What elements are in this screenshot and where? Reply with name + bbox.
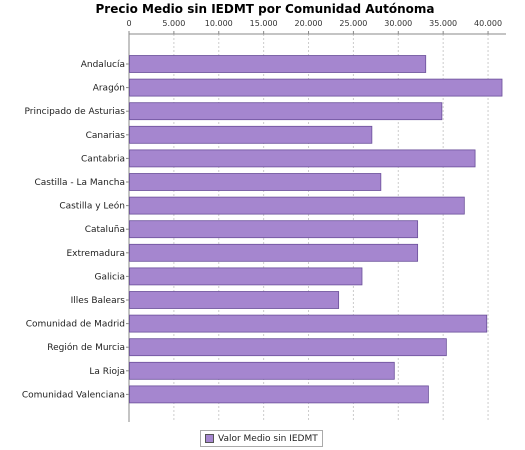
x-tick-label: 35.000 <box>429 19 457 28</box>
bar <box>129 267 363 286</box>
bar <box>129 102 443 121</box>
category-label: Cantabria <box>81 154 125 164</box>
legend-swatch <box>205 434 214 443</box>
category-label: Cataluña <box>85 225 125 235</box>
bar <box>129 243 419 262</box>
category-label: Galicia <box>95 272 125 282</box>
category-label: Principado de Asturias <box>24 107 125 117</box>
bar <box>129 173 382 191</box>
bar <box>129 314 488 333</box>
category-label: Región de Murcia <box>47 342 125 353</box>
x-tick-label: 10.000 <box>205 19 233 28</box>
category-label: Canarias <box>86 131 126 141</box>
category-label: Extremadura <box>67 249 126 259</box>
bar <box>129 291 340 309</box>
category-label: Castilla - La Mancha <box>34 178 125 188</box>
bar <box>129 338 447 357</box>
bar <box>129 361 395 380</box>
category-label: Illes Balears <box>71 296 126 306</box>
axes <box>126 31 506 422</box>
category-label: Comunidad Valenciana <box>22 390 125 400</box>
bar <box>129 78 503 97</box>
legend: Valor Medio sin IEDMT <box>200 430 323 447</box>
x-tick-label: 15.000 <box>250 19 278 28</box>
bar <box>129 385 429 404</box>
x-tick-label: 40.000 <box>474 19 502 28</box>
x-tick-label: 30.000 <box>384 19 412 28</box>
category-label: La Rioja <box>89 367 125 377</box>
category-label: Castilla y León <box>59 201 125 212</box>
x-tick-label: 20.000 <box>295 19 323 28</box>
bar <box>129 55 427 73</box>
x-tick-label: 25.000 <box>339 19 367 28</box>
bar <box>129 125 373 144</box>
bar <box>129 196 465 215</box>
bar <box>129 220 419 239</box>
x-tick-label: 0 <box>126 19 131 28</box>
legend-label: Valor Medio sin IEDMT <box>218 433 318 444</box>
chart-title: Precio Medio sin IEDMT por Comunidad Aut… <box>96 2 435 16</box>
category-labels: Andalucía Aragón Principado de Asturias Can… <box>22 60 125 400</box>
x-tick-label: 5.000 <box>162 19 185 28</box>
category-label: Comunidad de Madrid <box>26 320 125 330</box>
grid-lines <box>173 34 489 422</box>
bars <box>129 55 503 404</box>
bar <box>129 149 476 168</box>
category-label: Aragón <box>93 83 125 94</box>
category-label: Andalucía <box>81 60 125 70</box>
x-tick-labels: 0 5.000 10.000 15.000 20.000 25.000 30.000 35.0… <box>126 19 502 28</box>
